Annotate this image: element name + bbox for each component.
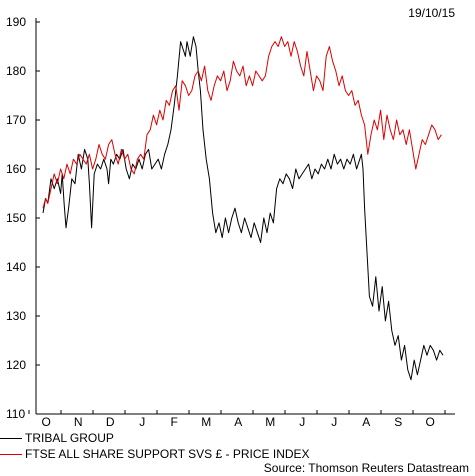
x-tick-label: O	[42, 415, 51, 429]
y-axis: 110 120 130 140 150 160 170 180 190	[6, 15, 40, 421]
y-tick-label: 140	[6, 260, 26, 274]
x-tick-label: F	[171, 415, 178, 429]
x-tick-label: A	[234, 415, 242, 429]
series-line-ftse-support-svs	[42, 36, 442, 209]
x-tick-label: J	[299, 415, 305, 429]
series-line-tribal-group	[42, 36, 444, 381]
line-chart: 110 120 130 140 150 160 170 180 190 O N D J F M A M J J A S…	[6, 15, 455, 429]
y-tick-label: 190	[6, 15, 26, 29]
legend-swatch-tribal-group	[0, 437, 22, 439]
x-tick-label: M	[265, 415, 275, 429]
series-layer	[42, 36, 444, 381]
x-tick-label: S	[394, 415, 402, 429]
y-tick-label: 150	[6, 211, 26, 225]
x-tick-label: J	[139, 415, 145, 429]
legend-label-ftse-support-svs: FTSE ALL SHARE SUPPORT SVS £ - PRICE IND…	[25, 447, 310, 461]
legend-swatch-ftse-support-svs	[0, 453, 22, 455]
x-tick-label: A	[362, 415, 370, 429]
x-tick-label: J	[331, 415, 337, 429]
legend-label-tribal-group: TRIBAL GROUP	[25, 431, 114, 445]
y-tick-label: 170	[6, 113, 26, 127]
x-tick-label: D	[106, 415, 115, 429]
y-tick-label: 130	[6, 309, 26, 323]
legend-item-tribal-group: TRIBAL GROUP	[0, 430, 310, 446]
x-tick-label: N	[74, 415, 83, 429]
legend: TRIBAL GROUP FTSE ALL SHARE SUPPORT SVS …	[0, 430, 310, 462]
chart-date: 19/10/15	[408, 6, 455, 20]
y-tick-label: 160	[6, 162, 26, 176]
y-tick-label: 120	[6, 358, 26, 372]
legend-item-ftse-support-svs: FTSE ALL SHARE SUPPORT SVS £ - PRICE IND…	[0, 446, 310, 462]
y-tick-label: 180	[6, 64, 26, 78]
y-tick-label: 110	[6, 407, 25, 421]
x-tick-label: O	[426, 415, 435, 429]
source-credit: Source: Thomson Reuters Datastream	[263, 461, 469, 475]
x-tick-label: M	[201, 415, 211, 429]
